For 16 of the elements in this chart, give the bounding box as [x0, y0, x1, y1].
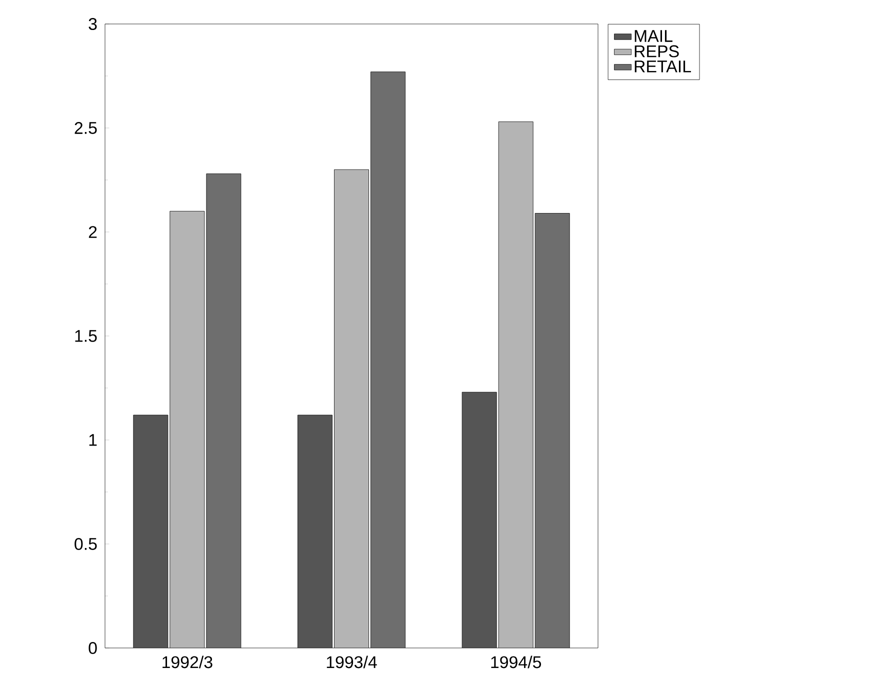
y-tick-label: 0	[88, 642, 97, 654]
bar	[133, 414, 168, 648]
legend-label: MAIL	[634, 30, 672, 42]
y-tick-label: 1	[89, 434, 97, 446]
y-tick-label: 2	[88, 226, 97, 238]
y-tick-label: 3	[88, 18, 97, 30]
y-tick-label: 1.5	[75, 330, 97, 342]
legend-label: REPS	[634, 45, 679, 58]
y-tick-label: 0.5	[74, 538, 97, 550]
x-tick-label: 1992/3	[162, 656, 212, 668]
legend-label: RETAIL	[634, 60, 691, 72]
x-tick-label: 1993/4	[326, 656, 377, 668]
bar	[298, 414, 332, 648]
y-tick-label: 2.5	[74, 122, 97, 134]
x-tick-label: 1994/5	[491, 656, 542, 668]
bar	[462, 392, 497, 648]
